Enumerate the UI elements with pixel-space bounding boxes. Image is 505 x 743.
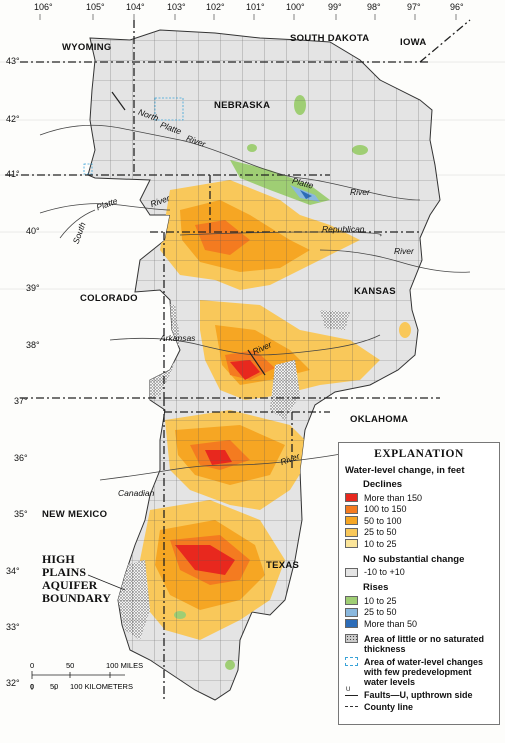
latitude-label: 33° (6, 622, 20, 632)
legend-item-few-predevelopment: Area of water-level changes with few pre… (345, 656, 493, 687)
longitude-label: 102° (206, 2, 225, 12)
swatch (345, 527, 358, 537)
longitude-label: 104° (126, 2, 145, 12)
state-label-iowa: IOWA (400, 37, 427, 48)
legend-no-change-header: No substantial change (363, 553, 465, 565)
swatch (345, 567, 358, 577)
longitude-label: 103° (167, 2, 186, 12)
few-predevelopment-area (154, 97, 184, 121)
legend-item-rise: 10 to 25 (345, 595, 493, 607)
faults (111, 91, 266, 376)
swatch (345, 516, 358, 526)
state-label-new-mexico: NEW MEXICO (42, 509, 108, 520)
legend-item-little-saturated: Area of little or no saturated thickness (345, 633, 493, 654)
longitude-label: 97° (407, 2, 421, 12)
swatch (345, 607, 358, 617)
longitude-label: 98° (367, 2, 381, 12)
state-label-wyoming: WYOMING (62, 42, 112, 53)
latitude-label: 43° (6, 56, 20, 66)
rivers (39, 124, 471, 481)
latitude-label: 39° (26, 283, 40, 293)
state-label-south-dakota: SOUTH DAKOTA (290, 33, 370, 44)
legend-item-rise: 25 to 50 (345, 607, 493, 619)
state-label-texas: TEXAS (266, 560, 300, 571)
county-line-symbol (345, 702, 358, 711)
state-lines (5, 19, 471, 700)
latitude-label: 35° (14, 509, 28, 519)
legend-declines-header: Declines (363, 479, 403, 490)
aquifer-boundary-label: HIGH PLAINS AQUIFER BOUNDARY (42, 552, 111, 605)
swatch (345, 539, 358, 549)
legend-item-decline: 10 to 25 (345, 538, 493, 550)
river-label: River (350, 187, 370, 197)
latitude-label: 34° (6, 566, 20, 576)
few-predevelopment-area (83, 163, 93, 175)
swatch (345, 493, 358, 503)
river-label: Canadian (118, 488, 155, 498)
state-label-nebraska: NEBRASKA (214, 100, 271, 111)
legend-subtitle: Water-level change, in feet (345, 465, 465, 476)
longitude-label: 100° (286, 2, 305, 12)
legend-item-no-change: -10 to +10 (345, 567, 493, 579)
longitude-label: 96° (450, 2, 464, 12)
dashed-swatch (345, 656, 358, 666)
state-label-colorado: COLORADO (80, 293, 138, 304)
longitude-label: 99° (328, 2, 342, 12)
legend-item-county-line: County line (345, 702, 493, 712)
latitude-label: 41° (6, 169, 20, 179)
longitude-label: 106° (34, 2, 53, 12)
swatch (345, 504, 358, 514)
legend-item-rise: More than 50 (345, 618, 493, 630)
dotted-swatch (345, 633, 358, 643)
boundary-leader (87, 574, 126, 591)
longitude-ticks (39, 14, 457, 20)
longitude-label: 101° (246, 2, 265, 12)
latitude-label: 32° (6, 678, 20, 688)
river-label: Republican (322, 224, 365, 234)
legend-item-decline: 100 to 150 (345, 504, 493, 516)
legend-title: EXPLANATION (374, 448, 464, 460)
river-label: River (394, 246, 414, 256)
legend-item-decline: 50 to 100 (345, 515, 493, 527)
longitude-label: 105° (86, 2, 105, 12)
legend-item-decline: More than 150 (345, 492, 493, 504)
legend-item-faults: U Faults—U, upthrown side (345, 686, 473, 700)
state-label-kansas: KANSAS (354, 286, 396, 297)
latitude-label: 38° (26, 340, 40, 350)
swatch (345, 619, 358, 629)
legend-item-decline: 25 to 50 (345, 527, 493, 539)
latitude-label: 37° (14, 396, 28, 406)
state-label-oklahoma: OKLAHOMA (350, 414, 409, 425)
latitude-label: 40° (26, 226, 40, 236)
swatch (345, 596, 358, 606)
scale-bar: 0 50 100 MILES 0 50 100 KILOMETERS (30, 661, 144, 691)
latitude-label: 36° (14, 453, 28, 463)
legend-rises-header: Rises (363, 582, 389, 593)
scale-bar-graphic (31, 671, 125, 690)
latitude-label: 42° (6, 114, 20, 124)
river-label: Arkansas (160, 333, 196, 343)
legend-explanation: EXPLANATION Water-level change, in feet … (338, 442, 500, 725)
